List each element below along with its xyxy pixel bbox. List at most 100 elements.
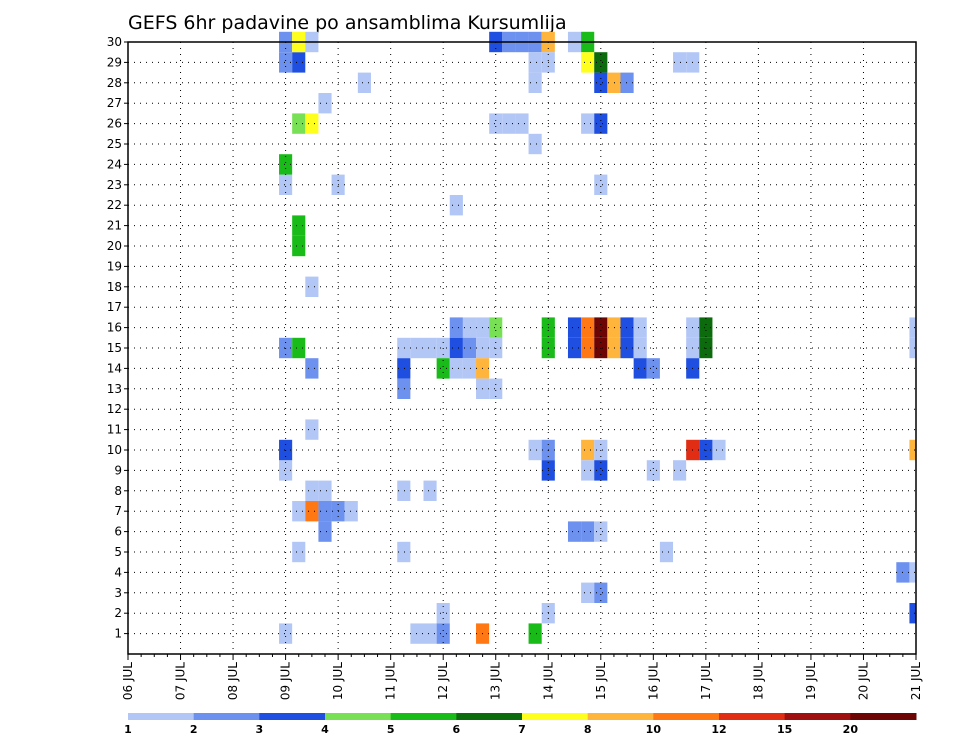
y-tick-label: 7	[114, 504, 122, 518]
heatmap-cell	[489, 113, 503, 134]
colorbar-label: 15	[777, 723, 792, 736]
colorbar-segment	[587, 713, 654, 720]
x-tick-label: 16 JUL	[646, 662, 660, 700]
y-tick-label: 4	[114, 565, 122, 579]
colorbar-segment	[653, 713, 720, 720]
x-tick-label: 15 JUL	[594, 662, 608, 700]
x-tick-label: 10 JUL	[331, 662, 345, 700]
y-tick-label: 29	[107, 55, 122, 69]
colorbar-label: 5	[387, 723, 395, 736]
heatmap-cell	[528, 623, 542, 644]
colorbar-label: 4	[321, 723, 329, 736]
heatmap-cell	[449, 337, 463, 359]
heatmap-cell	[659, 541, 674, 563]
heatmap-cell	[581, 439, 595, 461]
y-tick-label: 26	[107, 117, 122, 131]
heatmap-cell	[594, 174, 608, 195]
heatmap-cell	[305, 480, 319, 501]
colorbar: 1 2 3 4 5 6 7 8 10 12 15 20	[124, 713, 917, 736]
heatmap-cell	[528, 133, 542, 155]
heatmap-cell	[397, 378, 411, 399]
y-tick-label: 12	[107, 402, 122, 416]
y-tick-label: 1	[114, 627, 122, 641]
x-tick-label: 07 JUL	[174, 662, 188, 700]
heatmap-cell	[567, 337, 582, 359]
heatmap-cell	[318, 521, 332, 542]
colorbar-segment	[456, 713, 523, 720]
colorbar-segment	[850, 713, 917, 720]
heatmap-cell	[581, 582, 595, 603]
colorbar-segment	[390, 713, 457, 720]
heatmap-cell	[462, 358, 477, 379]
heatmap-cell	[318, 501, 332, 522]
x-tick-label: 18 JUL	[751, 662, 765, 700]
y-tick-label: 2	[114, 606, 122, 620]
heatmap-cell	[344, 501, 358, 522]
heatmap-cell	[436, 603, 450, 624]
heatmap-cell	[909, 562, 916, 583]
heatmap-cell	[581, 460, 595, 481]
y-tick-label: 27	[107, 96, 122, 110]
heatmap-cell	[462, 317, 477, 338]
y-tick-label: 17	[107, 300, 122, 314]
heatmap-cell	[581, 317, 595, 338]
heatmap-cell	[292, 235, 306, 257]
x-tick-label: 12 JUL	[436, 662, 450, 700]
x-tick-label: 21 JUL	[909, 662, 923, 700]
colorbar-label: 1	[124, 723, 132, 736]
heatmap-cell	[292, 541, 306, 563]
colorbar-label: 20	[843, 723, 859, 736]
heatmap-cell	[620, 317, 634, 338]
heatmap-cell	[909, 603, 916, 624]
heatmap-cell	[633, 337, 647, 359]
heatmap-cell	[449, 317, 463, 338]
colorbar-label: 7	[518, 723, 526, 736]
heatmap-cell	[436, 358, 450, 379]
y-tick-label: 21	[107, 219, 122, 233]
y-tick-label: 24	[107, 157, 122, 171]
heatmap-cell	[423, 337, 437, 359]
heatmap-cell	[449, 195, 463, 216]
heatmap-cell	[305, 419, 319, 440]
y-tick-label: 20	[107, 239, 122, 253]
x-tick-label: 08 JUL	[226, 662, 240, 700]
colorbar-segment	[128, 713, 195, 720]
heatmap-cell	[292, 337, 306, 359]
y-tick-label: 9	[114, 463, 122, 477]
heatmap-cell	[279, 623, 293, 644]
heatmap-cell	[397, 337, 411, 359]
colorbar-label: 6	[453, 723, 461, 736]
heatmap-cell	[594, 72, 608, 93]
heatmap-cell	[594, 460, 608, 481]
chart-title: GEFS 6hr padavine po ansamblima Kursumli…	[128, 12, 567, 34]
colorbar-segment	[784, 713, 851, 720]
heatmap-cell	[620, 72, 634, 93]
heatmap-cell	[567, 521, 582, 542]
heatmap-cell	[279, 174, 293, 195]
heatmap-cell	[436, 623, 450, 644]
heatmap-cell	[528, 439, 542, 461]
colorbar-label: 10	[646, 723, 662, 736]
x-tick-label: 14 JUL	[541, 662, 555, 700]
heatmap-cell	[397, 541, 411, 563]
heatmap-cell	[489, 378, 503, 399]
heatmap-cell	[633, 317, 647, 338]
heatmap-cell	[594, 52, 608, 73]
axes: 1234567891011121314151617181920212223242…	[107, 35, 923, 700]
y-tick-label: 8	[114, 484, 122, 498]
heatmap-cell	[318, 93, 332, 114]
y-tick-label: 28	[107, 76, 122, 90]
heatmap-cell	[909, 439, 916, 461]
y-tick-label: 13	[107, 382, 122, 396]
heatmap-cell	[292, 501, 306, 522]
heatmap-cell	[581, 521, 595, 542]
heatmap-cell	[567, 317, 582, 338]
heatmap-cell	[594, 521, 608, 542]
heatmap-cell	[292, 52, 306, 73]
y-tick-label: 3	[114, 586, 122, 600]
heatmap-cell	[305, 276, 319, 297]
heatmap-cell	[423, 623, 437, 644]
y-tick-label: 18	[107, 280, 122, 294]
colorbar-segment	[193, 713, 260, 720]
